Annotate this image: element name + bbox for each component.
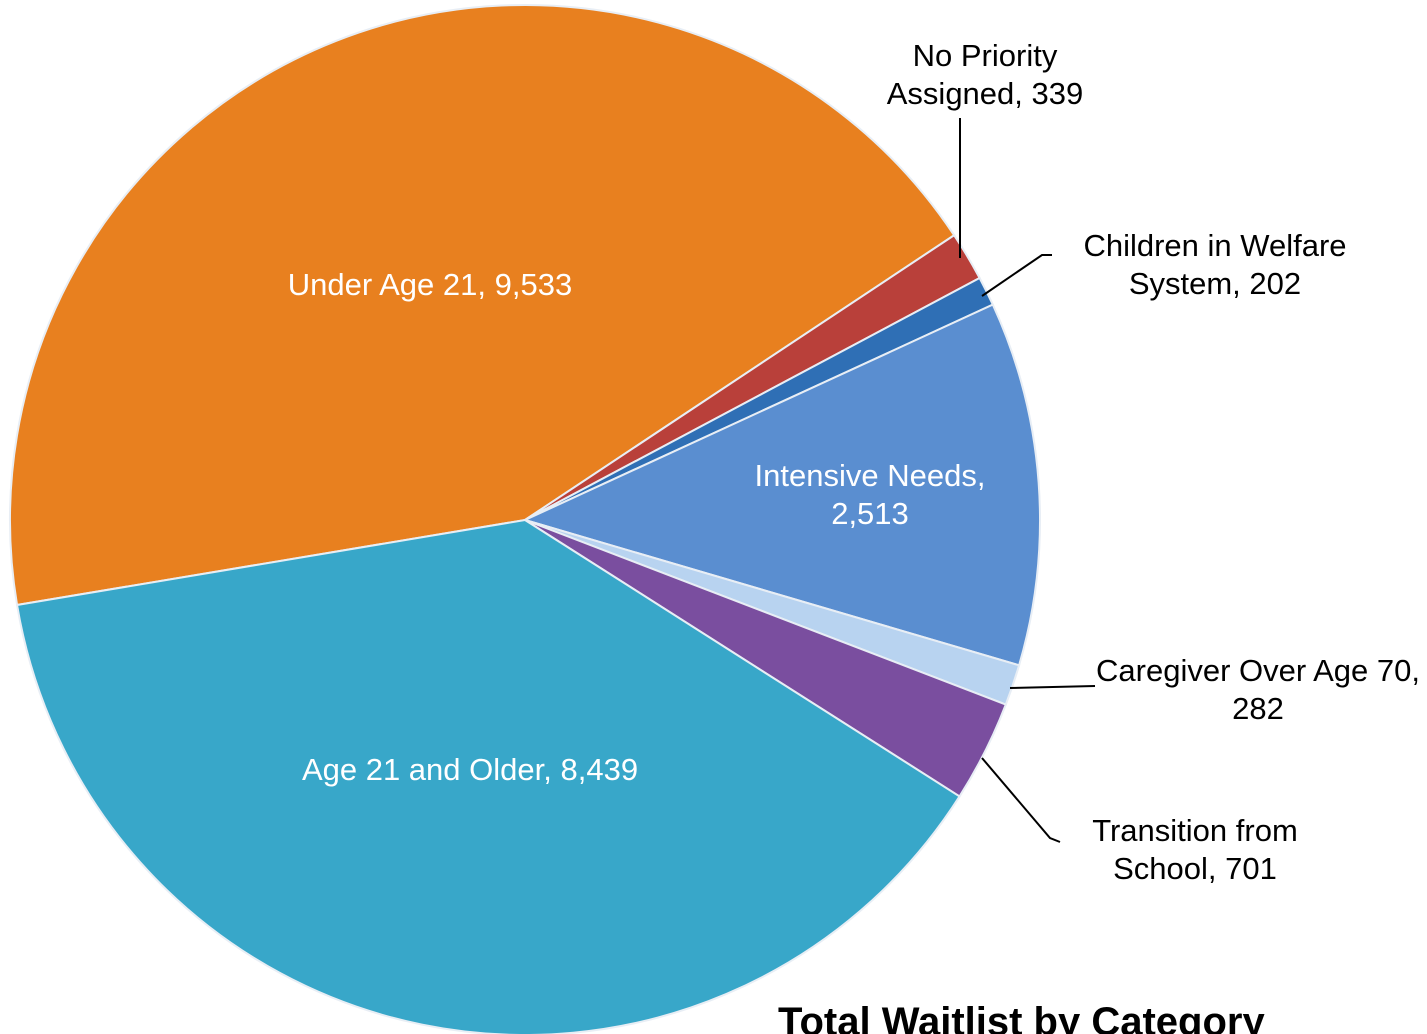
slice-label: Age 21 and Older, 8,439 [300, 751, 640, 789]
slice-label: Under Age 21, 9,533 [280, 266, 580, 304]
value-label: 202 [1249, 266, 1302, 301]
category-label: Transition from School, [1092, 813, 1298, 886]
pie-slice [9, 4, 956, 607]
category-label: Intensive Needs, [754, 458, 986, 493]
value-label: 701 [1225, 851, 1277, 886]
leader-line [981, 254, 1052, 297]
category-label: Under Age 21, [287, 267, 486, 302]
leader-line [981, 757, 1061, 843]
value-label: 9,533 [494, 267, 573, 302]
chart-title: Total Waitlist by Category [778, 1000, 1265, 1034]
pie-slice [15, 518, 961, 1034]
slice-label: No Priority Assigned, 339 [855, 37, 1115, 113]
category-label: Children in Welfare System, [1083, 228, 1347, 301]
pie-slice [522, 303, 1042, 667]
slice-label: Transition from School, 701 [1055, 812, 1335, 888]
slice-label: Children in Welfare System, 202 [1045, 227, 1385, 303]
value-label: 8,439 [560, 752, 639, 787]
value-label: 2,513 [831, 496, 909, 531]
slice-label: Caregiver Over Age 70, 282 [1093, 652, 1423, 728]
leader-line [1009, 685, 1096, 689]
value-label: 282 [1232, 691, 1284, 726]
value-label: 339 [1031, 76, 1084, 111]
category-label: No Priority Assigned, [886, 38, 1058, 111]
category-label: Age 21 and Older, [301, 752, 552, 787]
slice-label: Intensive Needs, 2,513 [720, 457, 1020, 533]
category-label: Caregiver Over Age 70, [1096, 653, 1420, 688]
